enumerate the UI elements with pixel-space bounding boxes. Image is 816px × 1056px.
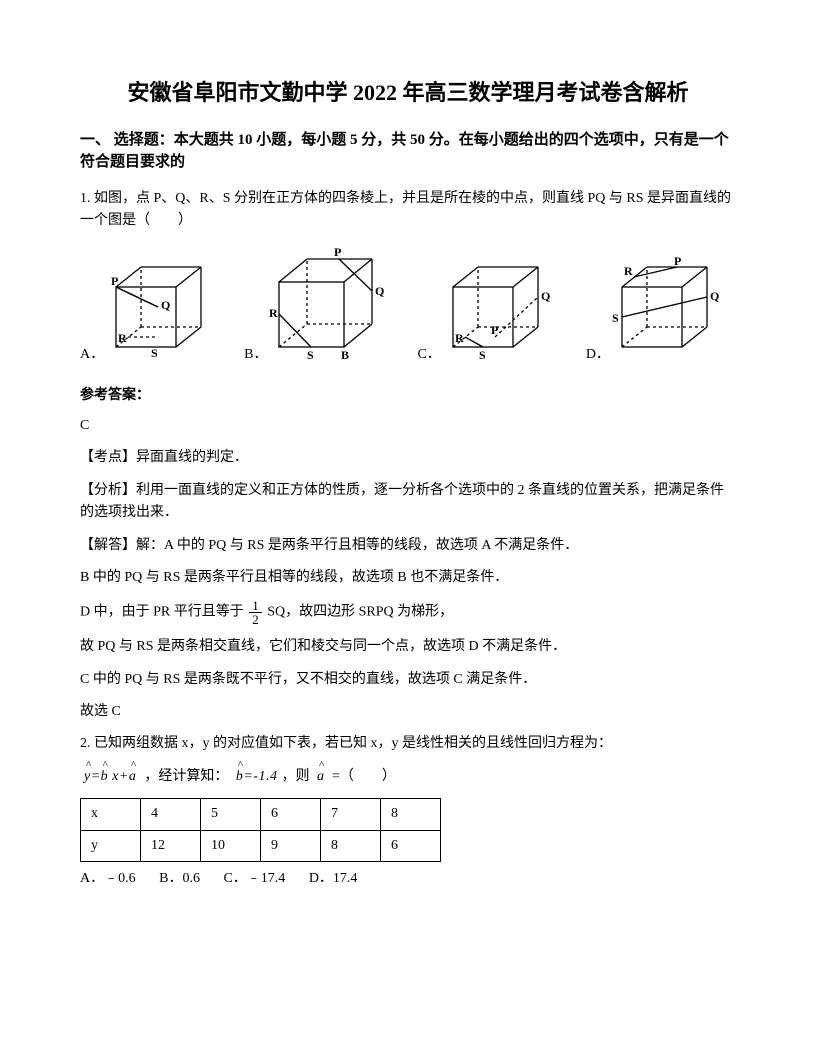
- svg-text:R: R: [269, 306, 278, 320]
- svg-text:P: P: [491, 323, 498, 337]
- q1-c-line: C 中的 PQ 与 RS 是两条既不平行，又不相交的直线，故选项 C 满足条件．: [80, 669, 736, 691]
- svg-text:S: S: [479, 348, 486, 362]
- table-row: y 12 10 9 8 6: [81, 830, 441, 861]
- q2-text: 2. 已知两组数据 x，y 的对应值如下表，若已知 x，y 是线性相关的且线性回…: [80, 733, 736, 755]
- cell: 5: [201, 799, 261, 830]
- cell: 6: [261, 799, 321, 830]
- cell: 10: [201, 830, 261, 861]
- svg-text:R: R: [118, 331, 127, 345]
- eq-a-var: a: [313, 768, 329, 785]
- q1-final: 故选 C: [80, 701, 736, 723]
- q2-eq-mid: ，经计算知：: [144, 769, 228, 784]
- cell: 8: [321, 830, 381, 861]
- cube-c-icon: Q P R S: [443, 257, 558, 367]
- svg-text:S: S: [612, 311, 619, 325]
- q1-d-line2: 故 PQ 与 RS 是两条相交直线，它们和棱交与同一个点，故选项 D 不满足条件…: [80, 636, 736, 658]
- cell: 7: [321, 799, 381, 830]
- cell: 8: [381, 799, 441, 830]
- figure-b-label: B．: [244, 344, 267, 366]
- cell: 12: [141, 830, 201, 861]
- svg-text:Q: Q: [541, 289, 550, 303]
- svg-text:P: P: [334, 247, 341, 259]
- cube-d-icon: R P S Q: [612, 257, 727, 367]
- table-row: x 4 5 6 7 8: [81, 799, 441, 830]
- opt-c: C．﹣17.4: [223, 871, 285, 886]
- q1-d-pre: D 中，由于 PR 平行且等于: [80, 605, 244, 620]
- frac-num: 1: [249, 599, 262, 613]
- q1-kd: 【考点】异面直线的判定．: [80, 447, 736, 469]
- svg-text:P: P: [674, 257, 681, 268]
- q1-fx: 【分析】利用一面直线的定义和正方体的性质，逐一分析各个选项中的 2 条直线的位置…: [80, 480, 736, 525]
- cell: y: [81, 830, 141, 861]
- page-title: 安徽省阜阳市文勤中学 2022 年高三数学理月考试卷含解析: [80, 78, 736, 109]
- cell: 4: [141, 799, 201, 830]
- q1-d-post: SQ，故四边形 SRPQ 为梯形，: [267, 605, 453, 620]
- eq-b-value: b=-1.4: [232, 768, 282, 785]
- svg-text:S: S: [307, 348, 314, 362]
- q1-b-line: B 中的 PQ 与 RS 是两条平行且相等的线段，故选项 B 也不满足条件．: [80, 567, 736, 589]
- svg-text:S: S: [151, 346, 158, 360]
- figure-a: A． P Q R S: [80, 257, 216, 367]
- q2-options: A．﹣0.6 B．0.6 C．﹣17.4 D．17.4: [80, 868, 736, 890]
- q2-equation: y=b x+a ，经计算知： b=-1.4，则 a =（ ）: [80, 766, 736, 788]
- section-header: 一、 选择题：本大题共 10 小题，每小题 5 分，共 50 分。在每小题给出的…: [80, 129, 736, 174]
- opt-a: A．﹣0.6: [80, 871, 136, 886]
- svg-text:Q: Q: [161, 298, 170, 312]
- answer-heading: 参考答案：: [80, 385, 736, 407]
- q2-eq-post: =（ ）: [328, 769, 395, 784]
- figure-d: D． R P S Q: [586, 257, 727, 367]
- figure-c: C． Q P R S: [417, 257, 557, 367]
- fraction-icon: 1 2: [249, 599, 262, 626]
- q1-answer: C: [80, 415, 736, 437]
- q2-eq-mid2: ，则: [281, 769, 309, 784]
- cell: x: [81, 799, 141, 830]
- svg-text:Q: Q: [375, 284, 384, 298]
- figure-c-label: C．: [417, 344, 440, 366]
- q1-figures: A． P Q R S B．: [80, 247, 736, 367]
- q2-table: x 4 5 6 7 8 y 12 10 9 8 6: [80, 798, 441, 862]
- q1-d-line: D 中，由于 PR 平行且等于 1 2 SQ，故四边形 SRPQ 为梯形，: [80, 599, 736, 626]
- q1-text: 1. 如图，点 P、Q、R、S 分别在正方体的四条棱上，并且是所在棱的中点，则直…: [80, 188, 736, 233]
- cell: 9: [261, 830, 321, 861]
- cube-a-icon: P Q R S: [106, 257, 216, 367]
- opt-b: B．0.6: [159, 871, 200, 886]
- figure-b: B． P Q R S B: [244, 247, 389, 367]
- opt-d: D．17.4: [309, 871, 358, 886]
- svg-text:R: R: [455, 331, 464, 345]
- figure-a-label: A．: [80, 344, 104, 366]
- svg-text:R: R: [624, 264, 633, 278]
- svg-text:Q: Q: [710, 289, 719, 303]
- eq-regression: y=b x+a: [80, 768, 144, 785]
- cell: 6: [381, 830, 441, 861]
- cube-b-icon: P Q R S B: [269, 247, 389, 367]
- svg-text:B: B: [341, 348, 349, 362]
- svg-text:P: P: [111, 274, 118, 288]
- frac-den: 2: [249, 613, 262, 626]
- figure-d-label: D．: [586, 344, 610, 366]
- q1-jd: 【解答】解：A 中的 PQ 与 RS 是两条平行且相等的线段，故选项 A 不满足…: [80, 535, 736, 557]
